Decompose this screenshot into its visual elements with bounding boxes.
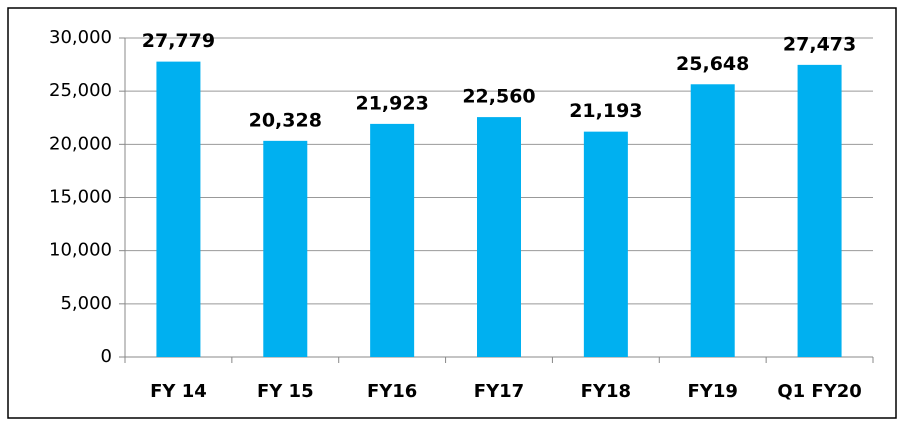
value-label: 27,473: [783, 33, 856, 55]
value-label: 20,328: [249, 109, 322, 131]
x-tick-label: FY 14: [150, 381, 207, 402]
x-tick-label: FY 15: [257, 381, 314, 402]
x-tick-label: Q1 FY20: [777, 381, 861, 402]
bar: [156, 61, 201, 357]
y-tick-label: 20,000: [49, 133, 112, 154]
y-tick-label: 5,000: [60, 293, 112, 314]
value-label: 25,648: [676, 53, 749, 75]
bar: [263, 140, 308, 357]
bar: [477, 117, 521, 357]
bar: [690, 84, 735, 357]
y-tick-label: 30,000: [49, 27, 112, 48]
value-label: 27,779: [142, 30, 215, 52]
y-tick-label: 25,000: [49, 80, 112, 101]
bar: [797, 64, 842, 358]
x-tick-label: FY17: [474, 381, 524, 402]
x-tick-label: FY16: [367, 381, 417, 402]
x-tick-label: FY18: [581, 381, 631, 402]
value-label: 21,923: [355, 92, 428, 114]
x-tick-label: FY19: [688, 381, 738, 402]
chart-border: [7, 7, 897, 419]
bar: [583, 131, 628, 357]
y-tick-label: 15,000: [49, 187, 112, 208]
y-tick-label: 0: [101, 346, 112, 367]
y-tick-label: 10,000: [49, 240, 112, 261]
value-label: 22,560: [462, 86, 535, 108]
bar: [370, 123, 415, 357]
value-label: 21,193: [569, 100, 642, 122]
